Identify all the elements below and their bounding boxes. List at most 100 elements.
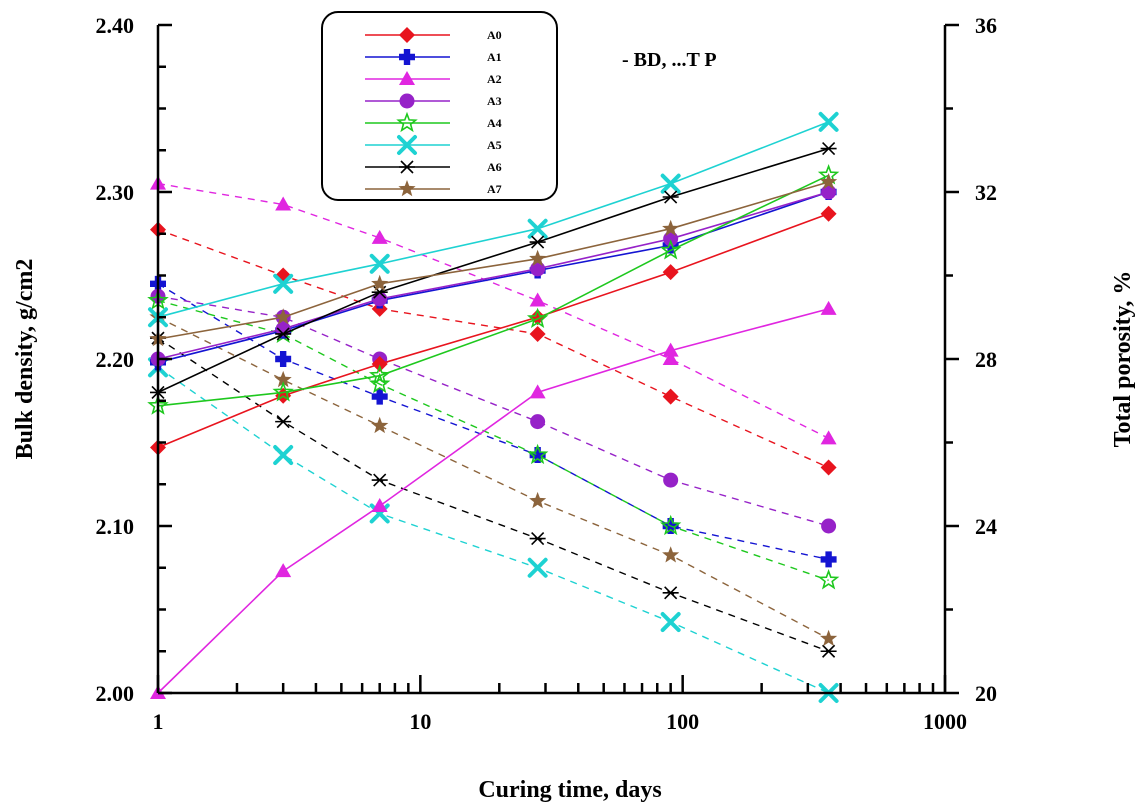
x-tick-label: 10 <box>409 709 431 734</box>
legend-marker-A7 <box>398 180 416 197</box>
legend-box <box>321 11 558 201</box>
y-tick-label: 2.20 <box>96 347 135 372</box>
bd-point-A6 <box>662 190 679 204</box>
x-axis-title: Curing time, days <box>478 777 661 803</box>
legend-marker-A1 <box>399 49 415 65</box>
bd-point-A2 <box>820 300 837 315</box>
bd-line-A5 <box>157 121 829 318</box>
tp-point-A4 <box>526 443 549 465</box>
legend-marker-A2 <box>399 71 415 85</box>
y2-tick-label: 24 <box>975 514 997 539</box>
bd-point-A0 <box>371 356 388 373</box>
tp-point-A7 <box>274 370 292 388</box>
tp-point-A3 <box>530 414 546 430</box>
tp-point-A6 <box>371 473 388 487</box>
legend-label-A2: A2 <box>487 72 502 86</box>
tp-point-A2 <box>820 430 837 445</box>
series-tp-A7 <box>149 308 838 646</box>
bd-point-A5 <box>369 253 390 274</box>
bd-point-A7 <box>371 274 389 292</box>
tp-point-A1 <box>529 447 546 464</box>
x-tick-label: 1 <box>153 709 164 734</box>
tp-point-A1 <box>820 551 837 568</box>
series-bd-A2 <box>150 300 837 699</box>
bd-line-A4 <box>157 174 829 407</box>
tp-point-A4 <box>659 514 682 536</box>
bd-point-A5 <box>818 111 839 132</box>
bd-point-A7 <box>274 308 292 325</box>
tp-point-A6 <box>529 531 546 546</box>
tp-point-A7 <box>820 629 838 646</box>
tp-point-A5 <box>273 445 294 466</box>
tp-point-A3 <box>821 518 837 534</box>
y2-tick-label: 36 <box>975 13 997 38</box>
tp-point-A1 <box>371 388 388 405</box>
series-tp-A3 <box>150 288 837 534</box>
y-tick-label: 2.30 <box>96 180 135 205</box>
bd-point-A3 <box>821 184 837 200</box>
tp-point-A2 <box>275 196 292 211</box>
y2-tick-label: 28 <box>975 347 997 372</box>
bd-point-A2 <box>371 497 388 512</box>
legend-marker-A5 <box>397 135 417 155</box>
bd-point-A4 <box>368 364 391 385</box>
series-bd-A3 <box>150 184 837 367</box>
bd-point-A2 <box>529 384 546 399</box>
y2-tick-label: 32 <box>975 180 997 205</box>
legend-label-A4: A4 <box>487 116 502 130</box>
bd-point-A7 <box>662 219 680 236</box>
y2-axis-title: Total porosity, % <box>1110 271 1136 448</box>
series-tp-A1 <box>150 275 837 568</box>
bd-point-A7 <box>529 249 547 267</box>
legend: A0 A1 A2 A3 A4 A5 A6 A7 <box>321 11 558 201</box>
bd-line-A0 <box>157 212 829 449</box>
tp-point-A2 <box>529 292 546 307</box>
legend-label-A1: A1 <box>487 50 502 64</box>
bd-line-A2 <box>157 308 829 694</box>
legend-label-A0: A0 <box>487 28 502 42</box>
tp-point-A6 <box>820 644 837 658</box>
tp-line-A3 <box>157 295 829 527</box>
tp-line-A2 <box>157 182 829 439</box>
series-tp-A6 <box>150 331 837 658</box>
bd-line-A1 <box>157 191 829 364</box>
chart-annotation: - BD, ...T P <box>622 49 717 71</box>
bd-point-A5 <box>273 273 294 294</box>
bd-point-A3 <box>663 231 679 247</box>
bd-point-A4 <box>526 307 549 329</box>
x-tick-label: 1000 <box>923 709 967 734</box>
tp-point-A7 <box>371 416 389 434</box>
tp-point-A0 <box>662 388 679 405</box>
bd-point-A6 <box>820 142 837 156</box>
bd-point-A3 <box>530 261 546 277</box>
y-tick-label: 2.00 <box>96 681 135 706</box>
legend-marker-A0 <box>399 27 415 43</box>
tp-point-A2 <box>662 351 679 365</box>
tp-line-A5 <box>157 366 829 694</box>
y-tick-label: 2.40 <box>96 13 135 38</box>
bd-point-A2 <box>662 342 679 357</box>
legend-marker-A6 <box>399 160 415 174</box>
bd-point-A0 <box>662 264 679 281</box>
series-bd-A0 <box>150 205 837 456</box>
legend-marker-A3 <box>399 93 415 109</box>
tp-point-A4 <box>368 372 391 394</box>
series-layer <box>147 111 840 703</box>
bd-point-A6 <box>529 235 546 249</box>
legend-label-A6: A6 <box>487 160 502 174</box>
bd-point-A5 <box>527 218 548 239</box>
tp-point-A6 <box>662 586 679 600</box>
series-bd-A4 <box>147 164 840 415</box>
bd-line-A6 <box>157 147 829 394</box>
bd-point-A4 <box>272 381 294 402</box>
axes-layer: 1 10 100 1000 2.00 2.10 2.20 2.30 2.40 20 24 28 32 36 <box>96 13 998 734</box>
tp-line-A0 <box>157 228 829 469</box>
tp-line-A6 <box>157 337 829 652</box>
y-axis-title: Bulk density, g/cm2 <box>12 259 38 460</box>
tp-point-A0 <box>820 459 837 476</box>
bd-point-A0 <box>820 205 837 222</box>
legend-label-A7: A7 <box>487 182 502 196</box>
bd-line-A3 <box>157 191 829 360</box>
tp-point-A5 <box>660 612 681 633</box>
